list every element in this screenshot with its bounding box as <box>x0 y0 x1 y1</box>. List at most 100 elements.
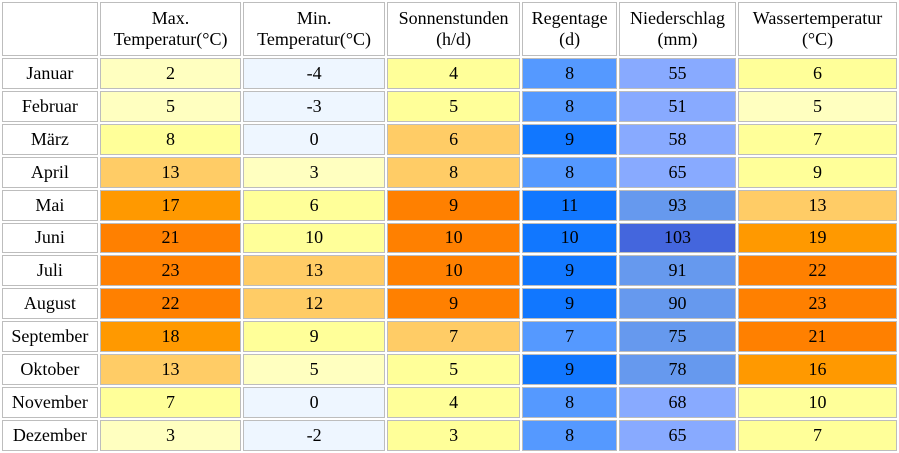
max-temp-cell: 17 <box>99 189 242 221</box>
month-label: Juli <box>2 255 98 287</box>
sunshine-hours-cell: 8 <box>386 156 521 188</box>
water-temp-cell: 6 <box>738 58 897 89</box>
rain-days-cell: 7 <box>522 321 617 353</box>
month-label: Oktober <box>2 354 98 386</box>
water-temp-cell: 9 <box>738 156 897 188</box>
header-max-temp: Max. Temperatur(°C) <box>99 2 242 56</box>
rain-days-cell: 8 <box>522 387 617 418</box>
header-sunshine-hours: Sonnenstunden (h/d) <box>386 2 521 56</box>
rain-days-cell: 9 <box>522 354 617 386</box>
water-temp-cell: 23 <box>738 288 897 320</box>
water-temp-cell: 10 <box>738 387 897 418</box>
table-row: Mai 17 6 9 11 93 13 <box>2 189 897 221</box>
header-empty-cell <box>2 2 98 56</box>
precipitation-cell: 51 <box>618 90 737 122</box>
month-label: September <box>2 321 98 353</box>
min-temp-cell: 0 <box>243 123 385 155</box>
month-label: Januar <box>2 58 98 89</box>
precipitation-cell: 58 <box>618 123 737 155</box>
precipitation-cell: 65 <box>618 419 737 451</box>
table-row: August 22 12 9 9 90 23 <box>2 288 897 320</box>
min-temp-cell: 5 <box>243 354 385 386</box>
max-temp-cell: 2 <box>99 58 242 89</box>
rain-days-cell: 9 <box>522 123 617 155</box>
precipitation-cell: 103 <box>618 222 737 254</box>
month-label: November <box>2 387 98 418</box>
sunshine-hours-cell: 9 <box>386 288 521 320</box>
water-temp-cell: 21 <box>738 321 897 353</box>
header-min-temp: Min. Temperatur(°C) <box>243 2 385 56</box>
water-temp-cell: 13 <box>738 189 897 221</box>
precipitation-cell: 78 <box>618 354 737 386</box>
water-temp-cell: 7 <box>738 419 897 451</box>
table-row: Dezember 3 -2 3 8 65 7 <box>2 419 897 451</box>
month-label: Dezember <box>2 419 98 451</box>
rain-days-cell: 10 <box>522 222 617 254</box>
sunshine-hours-cell: 5 <box>386 354 521 386</box>
precipitation-cell: 55 <box>618 58 737 89</box>
min-temp-cell: -4 <box>243 58 385 89</box>
max-temp-cell: 18 <box>99 321 242 353</box>
min-temp-cell: 10 <box>243 222 385 254</box>
month-label: März <box>2 123 98 155</box>
water-temp-cell: 22 <box>738 255 897 287</box>
month-label: August <box>2 288 98 320</box>
max-temp-cell: 23 <box>99 255 242 287</box>
sunshine-hours-cell: 4 <box>386 58 521 89</box>
rain-days-cell: 11 <box>522 189 617 221</box>
rain-days-cell: 8 <box>522 419 617 451</box>
table-row: Oktober 13 5 5 9 78 16 <box>2 354 897 386</box>
min-temp-cell: 9 <box>243 321 385 353</box>
precipitation-cell: 91 <box>618 255 737 287</box>
max-temp-cell: 13 <box>99 156 242 188</box>
sunshine-hours-cell: 7 <box>386 321 521 353</box>
month-label: Mai <box>2 189 98 221</box>
table-row: Januar 2 -4 4 8 55 6 <box>2 58 897 89</box>
precipitation-cell: 93 <box>618 189 737 221</box>
max-temp-cell: 3 <box>99 419 242 451</box>
table-row: September 18 9 7 7 75 21 <box>2 321 897 353</box>
table-body: Januar 2 -4 4 8 55 6 Februar 5 -3 5 8 51 5 März 8 0 6 9 58 7… <box>2 58 897 451</box>
min-temp-cell: 0 <box>243 387 385 418</box>
max-temp-cell: 5 <box>99 90 242 122</box>
sunshine-hours-cell: 6 <box>386 123 521 155</box>
max-temp-cell: 21 <box>99 222 242 254</box>
sunshine-hours-cell: 4 <box>386 387 521 418</box>
sunshine-hours-cell: 3 <box>386 419 521 451</box>
month-label: Juni <box>2 222 98 254</box>
table-row: Juni 21 10 10 10 103 19 <box>2 222 897 254</box>
min-temp-cell: 6 <box>243 189 385 221</box>
table-row: Februar 5 -3 5 8 51 5 <box>2 90 897 122</box>
water-temp-cell: 7 <box>738 123 897 155</box>
precipitation-cell: 68 <box>618 387 737 418</box>
header-row: Max. Temperatur(°C) Min. Temperatur(°C) … <box>2 2 897 56</box>
max-temp-cell: 7 <box>99 387 242 418</box>
header-water-temp: Wassertemperatur (°C) <box>738 2 897 56</box>
table-row: November 7 0 4 8 68 10 <box>2 387 897 418</box>
min-temp-cell: 13 <box>243 255 385 287</box>
header-rain-days: Regentage (d) <box>522 2 617 56</box>
min-temp-cell: 12 <box>243 288 385 320</box>
table-row: Juli 23 13 10 9 91 22 <box>2 255 897 287</box>
sunshine-hours-cell: 10 <box>386 255 521 287</box>
max-temp-cell: 8 <box>99 123 242 155</box>
sunshine-hours-cell: 9 <box>386 189 521 221</box>
rain-days-cell: 9 <box>522 255 617 287</box>
max-temp-cell: 13 <box>99 354 242 386</box>
rain-days-cell: 8 <box>522 90 617 122</box>
precipitation-cell: 75 <box>618 321 737 353</box>
rain-days-cell: 9 <box>522 288 617 320</box>
sunshine-hours-cell: 10 <box>386 222 521 254</box>
month-label: April <box>2 156 98 188</box>
water-temp-cell: 19 <box>738 222 897 254</box>
rain-days-cell: 8 <box>522 58 617 89</box>
table-row: März 8 0 6 9 58 7 <box>2 123 897 155</box>
rain-days-cell: 8 <box>522 156 617 188</box>
header-precipitation: Niederschlag (mm) <box>618 2 737 56</box>
table-row: April 13 3 8 8 65 9 <box>2 156 897 188</box>
water-temp-cell: 16 <box>738 354 897 386</box>
min-temp-cell: -2 <box>243 419 385 451</box>
month-label: Februar <box>2 90 98 122</box>
precipitation-cell: 90 <box>618 288 737 320</box>
sunshine-hours-cell: 5 <box>386 90 521 122</box>
